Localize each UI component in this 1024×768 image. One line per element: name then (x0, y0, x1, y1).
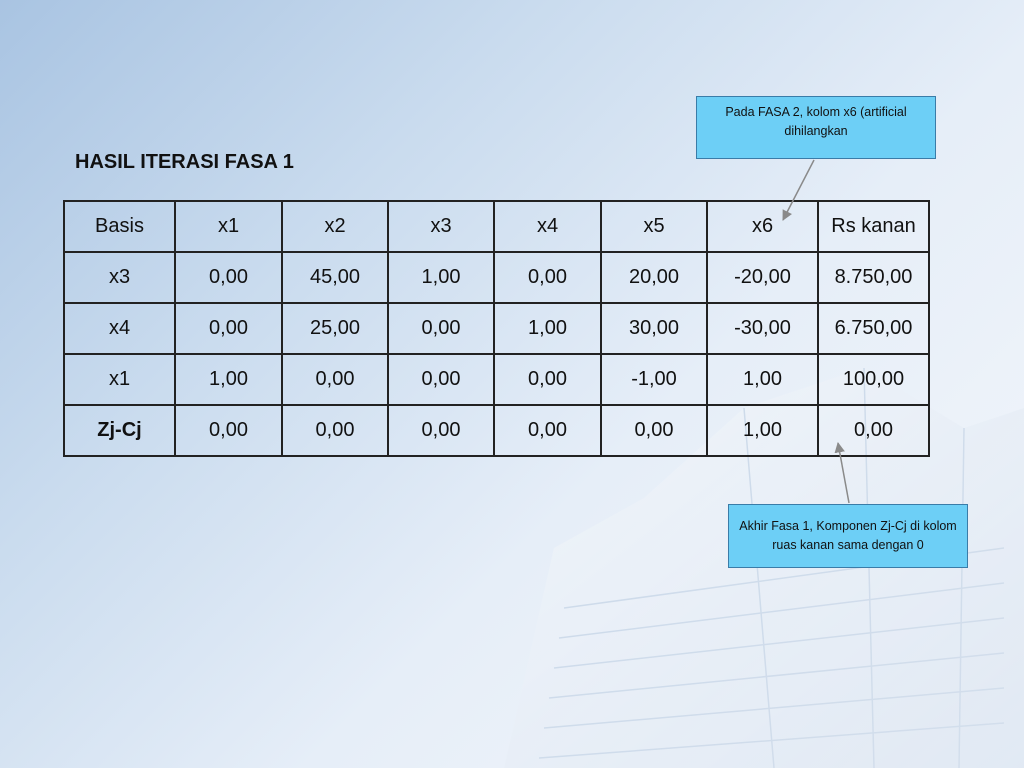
table-cell: 0,00 (600, 404, 708, 457)
table-cell: 1,00 (387, 251, 495, 304)
header-x1: x1 (174, 200, 283, 253)
callout-x6-note: Pada FASA 2, kolom x6 (artificial dihila… (696, 96, 936, 159)
table-header-row: Basis x1 x2 x3 x4 x5 x6 Rs kanan (63, 200, 930, 253)
table-cell: x3 (63, 251, 176, 304)
table-cell: 0,00 (174, 302, 283, 355)
table-cell: 100,00 (817, 353, 930, 406)
table-cell: 0,00 (387, 353, 495, 406)
callout-zj-cj-note: Akhir Fasa 1, Komponen Zj-Cj di kolom ru… (728, 504, 968, 568)
table-cell: 0,00 (817, 404, 930, 457)
table-cell: 0,00 (493, 353, 602, 406)
header-rs-kanan: Rs kanan (817, 200, 930, 253)
table-cell: 0,00 (493, 251, 602, 304)
table-cell: 20,00 (600, 251, 708, 304)
table-cell: 8.750,00 (817, 251, 930, 304)
table-cell: 45,00 (281, 251, 389, 304)
table-row: x1 1,00 0,00 0,00 0,00 -1,00 1,00 100,00 (63, 353, 930, 406)
header-basis: Basis (63, 200, 176, 253)
table-cell: 0,00 (281, 404, 389, 457)
table-row: x3 0,00 45,00 1,00 0,00 20,00 -20,00 8.7… (63, 251, 930, 304)
table-cell: Zj-Cj (63, 404, 176, 457)
table-cell: 30,00 (600, 302, 708, 355)
table-cell: 0,00 (387, 404, 495, 457)
header-x4: x4 (493, 200, 602, 253)
iteration-table: Basis x1 x2 x3 x4 x5 x6 Rs kanan x3 0,00… (63, 200, 930, 457)
table-cell: 1,00 (493, 302, 602, 355)
header-x3: x3 (387, 200, 495, 253)
table-cell: 0,00 (281, 353, 389, 406)
slide-title: HASIL ITERASI FASA 1 (75, 151, 294, 173)
table-cell: 25,00 (281, 302, 389, 355)
table-cell: 0,00 (493, 404, 602, 457)
table-cell: -30,00 (706, 302, 819, 355)
table-cell: 0,00 (387, 302, 495, 355)
table-cell: 1,00 (706, 404, 819, 457)
table-cell: 0,00 (174, 251, 283, 304)
table-cell: x1 (63, 353, 176, 406)
header-x5: x5 (600, 200, 708, 253)
header-x2: x2 (281, 200, 389, 253)
table-cell: 1,00 (174, 353, 283, 406)
table-cell: x4 (63, 302, 176, 355)
table-row-zj-cj: Zj-Cj 0,00 0,00 0,00 0,00 0,00 1,00 0,00 (63, 404, 930, 457)
table-cell: 1,00 (706, 353, 819, 406)
table-cell: 6.750,00 (817, 302, 930, 355)
table-cell: -20,00 (706, 251, 819, 304)
table-row: x4 0,00 25,00 0,00 1,00 30,00 -30,00 6.7… (63, 302, 930, 355)
header-x6: x6 (706, 200, 819, 253)
table-cell: -1,00 (600, 353, 708, 406)
table-cell: 0,00 (174, 404, 283, 457)
